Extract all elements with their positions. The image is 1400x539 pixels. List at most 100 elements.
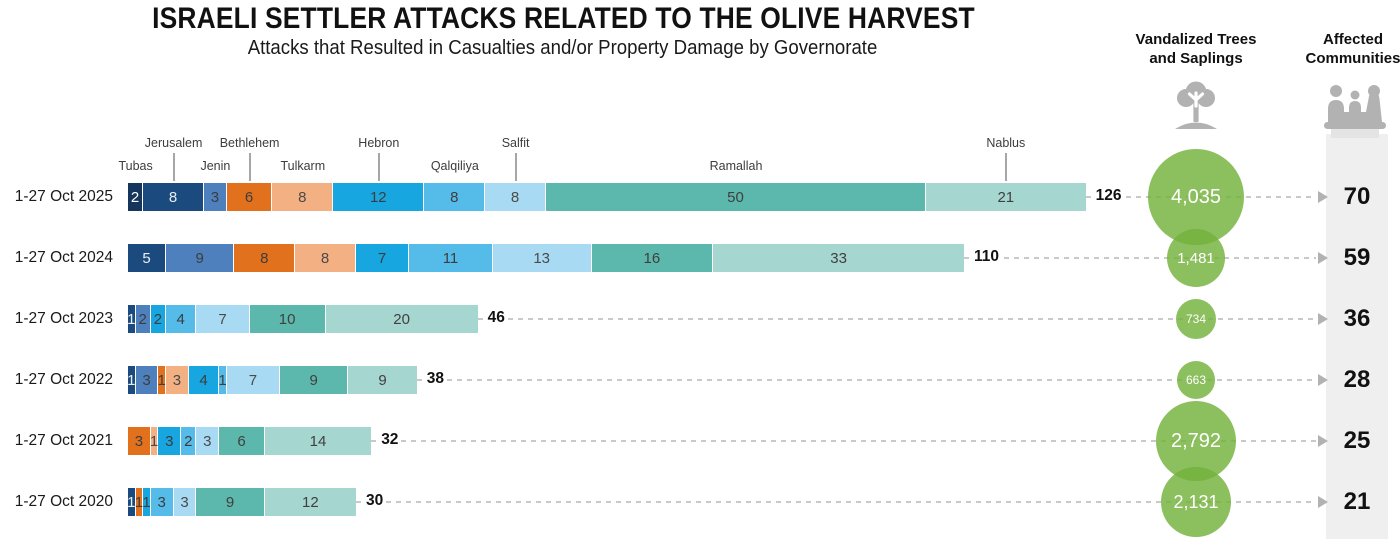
governorate-tick-nablus — [1004, 153, 1007, 181]
trees-header-line2: and Saplings — [1149, 50, 1243, 67]
bar-segment-jerusalem: 1 — [127, 305, 136, 333]
page-subtitle: Attacks that Resulted in Casualties and/… — [0, 37, 1126, 60]
arrow-right-icon — [1318, 252, 1328, 264]
communities-header-line2: Communities — [1305, 50, 1400, 67]
bar-segment-jerusalem: 5 — [128, 244, 166, 272]
bar-total-label: 46 — [484, 309, 508, 327]
bar-segment-hebron: 1 — [142, 488, 151, 516]
governorate-label-bethlehem: Bethlehem — [219, 136, 280, 150]
bar-segment-nablus: 33 — [713, 244, 964, 272]
governorate-label-hebron: Hebron — [358, 136, 400, 150]
bar-segment-nablus: 9 — [348, 366, 417, 394]
communities-value: 21 — [1343, 488, 1371, 515]
communities-column-band — [1326, 134, 1388, 539]
connector-dashed-line — [964, 257, 1316, 259]
bar-segment-ramallah: 16 — [591, 244, 714, 272]
arrow-right-icon — [1318, 435, 1328, 447]
arrow-right-icon — [1318, 374, 1328, 386]
governorate-label-jenin: Jenin — [200, 159, 231, 173]
bar-segment-hebron: 4 — [188, 366, 220, 394]
governorate-tick-salfit — [514, 153, 517, 181]
bar-total-label: 110 — [971, 248, 1003, 266]
bar-segment-ramallah: 50 — [546, 183, 926, 211]
bar-total-label: 32 — [378, 431, 402, 449]
communities-value: 36 — [1343, 305, 1371, 332]
governorate-tick-bethlehem — [248, 153, 251, 181]
bar-segment-bethlehem: 1 — [135, 488, 144, 516]
trees-header-line1: Vandalized Trees — [1135, 31, 1257, 48]
bar-segment-tulkarm: 3 — [166, 366, 189, 394]
bar-segment-qalqiliya: 2 — [181, 427, 197, 455]
tree-icon — [1169, 80, 1223, 139]
bar-total-label: 38 — [423, 370, 448, 388]
bar-segment-hebron: 7 — [356, 244, 410, 272]
connector-dashed-line — [416, 379, 1316, 381]
communities-column-header: Affected Communities — [1288, 30, 1400, 68]
governorate-label-nablus: Nablus — [986, 136, 1026, 150]
people-icon — [1323, 82, 1387, 143]
bar-segment-salfit: 8 — [485, 183, 546, 211]
bar-segment-jerusalem: 8 — [143, 183, 204, 211]
page-subtitle-text: Attacks that Resulted in Casualties and/… — [248, 37, 878, 59]
bar-segment-salfit: 3 — [173, 488, 197, 516]
governorate-label-salfit: Salfit — [501, 136, 530, 150]
page-title-text: ISRAELI SETTLER ATTACKS RELATED TO THE O… — [151, 2, 975, 35]
governorate-tick-hebron — [377, 153, 380, 181]
bar-segment-hebron: 2 — [150, 305, 166, 333]
governorate-label-jerusalem: Jerusalem — [144, 136, 203, 150]
governorate-label-tubas: Tubas — [118, 159, 153, 173]
communities-header-line1: Affected — [1322, 31, 1383, 48]
row-label: 1-27 Oct 2021 — [14, 432, 113, 449]
bar-segment-bethlehem: 8 — [234, 244, 296, 272]
bar-segment-jenin: 9 — [166, 244, 235, 272]
bar-total-label: 30 — [363, 492, 387, 510]
trees-column-header: Vandalized Trees and Saplings — [1106, 30, 1286, 68]
bar-segment-salfit: 7 — [196, 305, 250, 333]
bar-segment-ramallah: 6 — [219, 427, 265, 455]
bar-segment-ramallah: 10 — [249, 305, 326, 333]
governorate-label-tulkarm: Tulkarm — [280, 159, 326, 173]
connector-dashed-line — [356, 501, 1316, 503]
bar-segment-hebron: 12 — [333, 183, 425, 211]
trees-bubble: 1,481 — [1167, 229, 1225, 287]
bar-segment-bethlehem: 3 — [128, 427, 151, 455]
row-label: 1-27 Oct 2022 — [14, 371, 113, 388]
bar-segment-qalqiliya: 11 — [409, 244, 493, 272]
governorate-label-ramallah: Ramallah — [709, 159, 763, 173]
bar-segment-tulkarm: 8 — [272, 183, 334, 211]
connector-dashed-line — [371, 440, 1316, 442]
bar-segment-ramallah: 9 — [280, 366, 349, 394]
row-label: 1-27 Oct 2020 — [14, 493, 113, 510]
governorate-label-qalqiliya: Qalqiliya — [430, 159, 479, 173]
bar-segment-tubas: 2 — [128, 183, 144, 211]
bar-segment-bethlehem: 1 — [158, 366, 166, 394]
row-label: 1-27 Oct 2025 — [14, 188, 113, 205]
bar-segment-hebron: 3 — [158, 427, 182, 455]
trees-bubble: 2,131 — [1161, 467, 1231, 537]
bar-segment-bethlehem: 6 — [226, 183, 273, 211]
bar-segment-nablus: 20 — [325, 305, 478, 333]
bar-segment-qalqiliya: 3 — [150, 488, 174, 516]
bar-segment-ramallah: 9 — [196, 488, 265, 516]
page-title: ISRAELI SETTLER ATTACKS RELATED TO THE O… — [0, 2, 1126, 36]
bar-segment-salfit: 3 — [196, 427, 220, 455]
bar-segment-jenin: 3 — [135, 366, 159, 394]
communities-value: 59 — [1343, 244, 1371, 271]
bar-segment-nablus: 12 — [264, 488, 356, 516]
bar-segment-jenin: 2 — [135, 305, 151, 333]
bar-segment-jenin: 3 — [204, 183, 227, 211]
arrow-right-icon — [1318, 496, 1328, 508]
bar-segment-qalqiliya: 1 — [218, 366, 227, 394]
bar-segment-tulkarm: 1 — [150, 427, 159, 455]
communities-value: 70 — [1343, 183, 1371, 210]
communities-value: 25 — [1343, 427, 1371, 454]
bar-segment-salfit: 13 — [492, 244, 592, 272]
arrow-right-icon — [1318, 191, 1328, 203]
trees-bubble: 734 — [1176, 299, 1216, 339]
bar-segment-tulkarm: 8 — [295, 244, 356, 272]
bar-segment-nablus: 21 — [926, 183, 1086, 211]
bar-segment-nablus: 14 — [264, 427, 372, 455]
bar-segment-jerusalem: 1 — [127, 488, 136, 516]
bar-total-label: 126 — [1092, 187, 1125, 205]
